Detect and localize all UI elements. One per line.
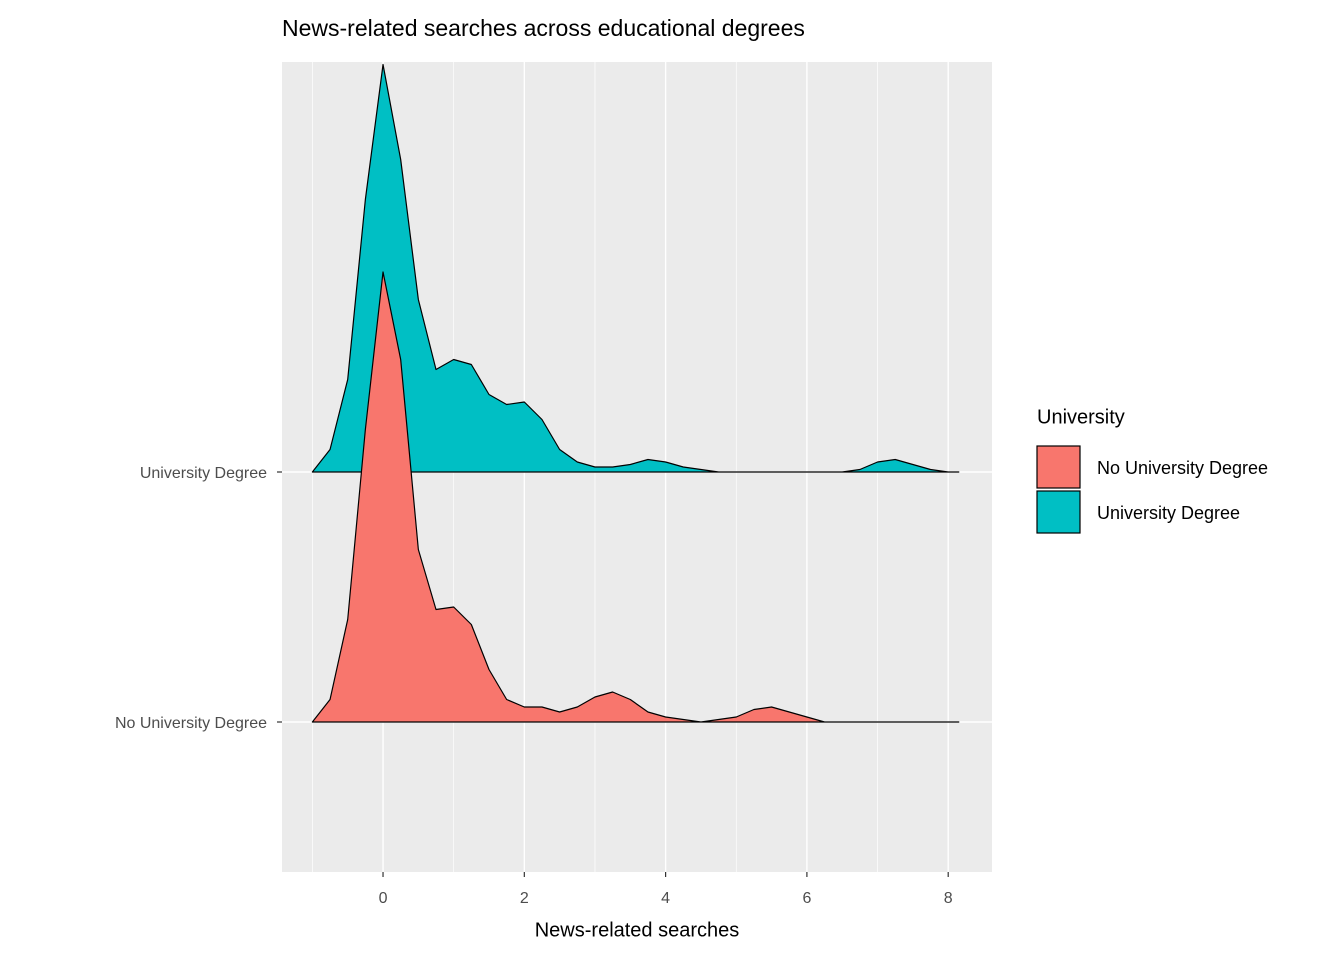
x-tick-label: 6 <box>802 890 811 907</box>
ridge-area <box>311 63 960 473</box>
legend-label: University Degree <box>1097 503 1240 523</box>
chart-title: News-related searches across educational… <box>282 15 805 41</box>
x-tick-label: 4 <box>661 890 670 907</box>
legend-title: University <box>1037 406 1125 428</box>
x-axis-title: News-related searches <box>535 919 740 941</box>
y-tick-label: No University Degree <box>115 715 267 732</box>
legend: University No University Degree Universit… <box>1036 406 1268 534</box>
marks <box>311 63 960 723</box>
x-tick-label: 0 <box>379 890 388 907</box>
legend-key <box>1036 490 1081 534</box>
ridge-area <box>311 271 960 723</box>
x-tick-label: 8 <box>944 890 953 907</box>
axes: 0 2 4 6 8 No University Degree University Degr… <box>115 465 953 907</box>
legend-key <box>1036 445 1081 489</box>
y-tick-label: University Degree <box>140 465 267 482</box>
legend-label: No University Degree <box>1097 458 1268 478</box>
x-tick-label: 2 <box>520 890 529 907</box>
